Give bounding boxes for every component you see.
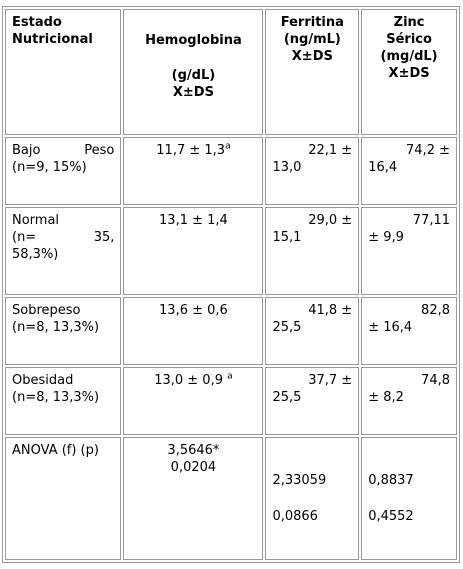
row-label-part: Peso — [84, 143, 115, 158]
anova-hb-p: 0,0204 — [170, 460, 217, 475]
row-label: Obesidad (n=8, 13,3%) — [5, 367, 122, 435]
hb-value: 13,6 ± 0,6 — [159, 303, 228, 318]
zn-value-a: 77,11 — [412, 213, 450, 228]
row-label-part: Obesidad — [12, 373, 74, 388]
anova-hb-f: 3,5646* — [167, 443, 220, 458]
header-estado-nutricional: Estado Nutricional — [5, 9, 122, 135]
header-ferritina: Ferritina (ng/mL) X±DS — [265, 9, 360, 135]
nutrition-data-table: Estado Nutricional Hemoglobina (g/dL) X±… — [2, 6, 460, 563]
header-col4-line4: X±DS — [388, 66, 430, 81]
row-label-part: (n= — [12, 230, 37, 245]
header-col1-line2: Nutricional — [12, 32, 93, 47]
hb-value: 13,1 ± 1,4 — [159, 213, 228, 228]
header-row: Estado Nutricional Hemoglobina (g/dL) X±… — [5, 9, 457, 135]
row-label: Sobrepeso (n=8, 13,3%) — [5, 297, 122, 365]
table-row-sobrepeso: Sobrepeso (n=8, 13,3%) 13,6 ± 0,6 41,8 ±… — [5, 297, 457, 365]
superscript-mark: a — [227, 371, 233, 382]
table-row-obesidad: Obesidad (n=8, 13,3%) 13,0 ± 0,9 a 37,7 … — [5, 367, 457, 435]
zn-value-b: ± 8,2 — [368, 390, 404, 405]
ferritina-value: 37,7 ± 25,5 — [265, 367, 360, 435]
hemoglobina-value: 13,1 ± 1,4 — [123, 207, 264, 295]
zinc-value: 74,8 ± 8,2 — [361, 367, 457, 435]
table-row-bajo-peso: Bajo Peso (n=9, 15%) 11,7 ± 1,3a 22,1 ± 1… — [5, 137, 457, 205]
row-label-count: 58,3%) — [12, 247, 59, 262]
zn-value-b: 16,4 — [368, 160, 398, 175]
zinc-value: 82,8 ± 16,4 — [361, 297, 457, 365]
header-zinc-serico: Zinc Sérico (mg/dL) X±DS — [361, 9, 457, 135]
zn-value-b: ± 9,9 — [368, 230, 404, 245]
header-col3-line3: X±DS — [291, 49, 333, 64]
row-label-count: (n=9, 15%) — [12, 160, 87, 175]
header-col2-line2: (g/dL) — [171, 68, 216, 83]
fer-value-a: 41,8 ± — [308, 303, 353, 318]
anova-fer-f: 2,33059 — [272, 473, 327, 488]
zn-value-a: 74,8 — [421, 373, 450, 388]
fer-value-b: 25,5 — [272, 390, 302, 405]
ferritina-value: 29,0 ± 15,1 — [265, 207, 360, 295]
hemoglobina-value: 13,6 ± 0,6 — [123, 297, 264, 365]
fer-value-b: 15,1 — [272, 230, 302, 245]
table-row-anova: ANOVA (f) (p) 3,5646* 0,0204 2,33059 0,0… — [5, 437, 457, 560]
header-col3-line1: Ferritina — [280, 15, 344, 30]
row-label-count: (n=8, 13,3%) — [12, 320, 100, 335]
header-col2-line3: X±DS — [172, 85, 214, 100]
fer-value-a: 22,1 ± — [308, 143, 353, 158]
header-col4-line2: Sérico — [386, 32, 432, 47]
ferritina-value: 41,8 ± 25,5 — [265, 297, 360, 365]
fer-value-b: 13,0 — [272, 160, 302, 175]
header-hemoglobina: Hemoglobina (g/dL) X±DS — [123, 9, 264, 135]
row-label: Bajo Peso (n=9, 15%) — [5, 137, 122, 205]
anova-zn-p: 0,4552 — [368, 509, 414, 524]
row-label: Normal (n= 35, 58,3%) — [5, 207, 122, 295]
zn-value-a: 82,8 — [421, 303, 450, 318]
zn-value-b: ± 16,4 — [368, 320, 413, 335]
row-label-part: Bajo — [12, 143, 41, 158]
anova-zn-f: 0,8837 — [368, 473, 414, 488]
anova-ferritina: 2,33059 0,0866 — [265, 437, 360, 560]
hemoglobina-value: 11,7 ± 1,3a — [123, 137, 264, 205]
header-col4-line3: (mg/dL) — [380, 49, 438, 64]
superscript-mark: a — [225, 141, 231, 152]
row-label-part: 35, — [93, 230, 115, 245]
zinc-value: 74,2 ± 16,4 — [361, 137, 457, 205]
table-row-normal: Normal (n= 35, 58,3%) 13,1 ± 1,4 29,0 ± 1… — [5, 207, 457, 295]
anova-label: ANOVA (f) (p) — [12, 443, 99, 458]
hb-value: 11,7 ± 1,3 — [156, 143, 226, 158]
header-col2-line1: Hemoglobina — [145, 33, 242, 48]
hemoglobina-value: 13,0 ± 0,9 a — [123, 367, 264, 435]
row-label-part: Normal — [12, 213, 60, 228]
anova-hemoglobina: 3,5646* 0,0204 — [123, 437, 264, 560]
header-col1-line1: Estado — [12, 15, 62, 30]
fer-value-b: 25,5 — [272, 320, 302, 335]
hb-value: 13,0 ± 0,9 — [154, 373, 223, 388]
zinc-value: 77,11 ± 9,9 — [361, 207, 457, 295]
fer-value-a: 37,7 ± — [308, 373, 353, 388]
header-col3-line2: (ng/mL) — [283, 32, 341, 47]
anova-zinc: 0,8837 0,4552 — [361, 437, 457, 560]
header-col4-line1: Zinc — [393, 15, 425, 30]
row-label-part: Sobrepeso — [12, 303, 81, 318]
fer-value-a: 29,0 ± — [308, 213, 353, 228]
zn-value-a: 74,2 ± — [406, 143, 450, 158]
anova-label-cell: ANOVA (f) (p) — [5, 437, 122, 560]
row-label-count: (n=8, 13,3%) — [12, 390, 100, 405]
anova-fer-p: 0,0866 — [272, 509, 318, 524]
ferritina-value: 22,1 ± 13,0 — [265, 137, 360, 205]
